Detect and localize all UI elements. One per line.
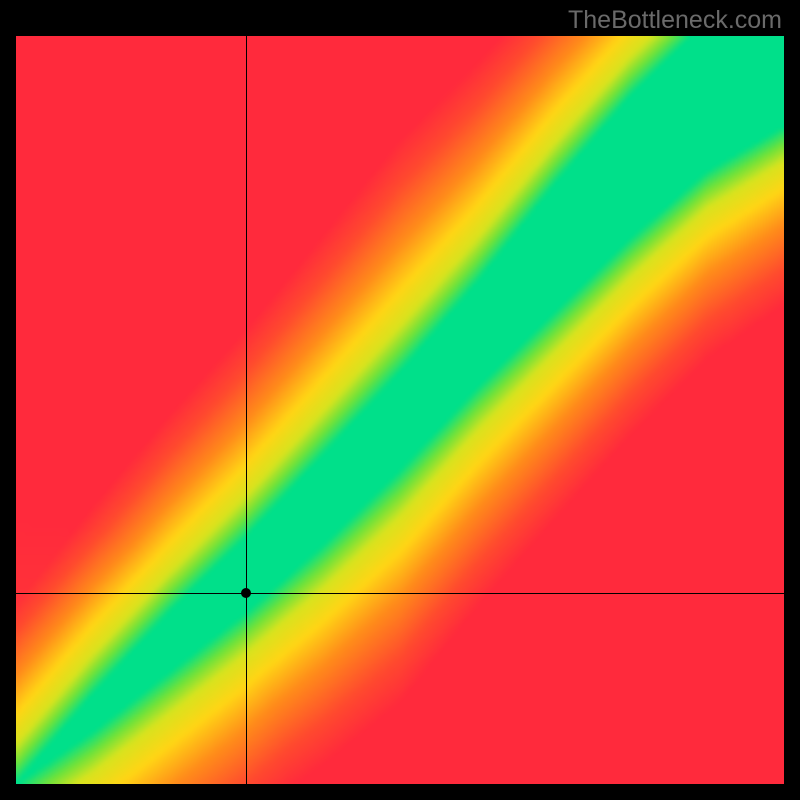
figure-container: TheBottleneck.com <box>0 0 800 800</box>
plot-area <box>16 36 784 784</box>
bottleneck-heatmap <box>16 36 784 784</box>
watermark-text: TheBottleneck.com <box>568 6 782 35</box>
crosshair-horizontal <box>16 593 784 594</box>
crosshair-vertical <box>246 36 247 784</box>
selection-marker <box>241 588 251 598</box>
